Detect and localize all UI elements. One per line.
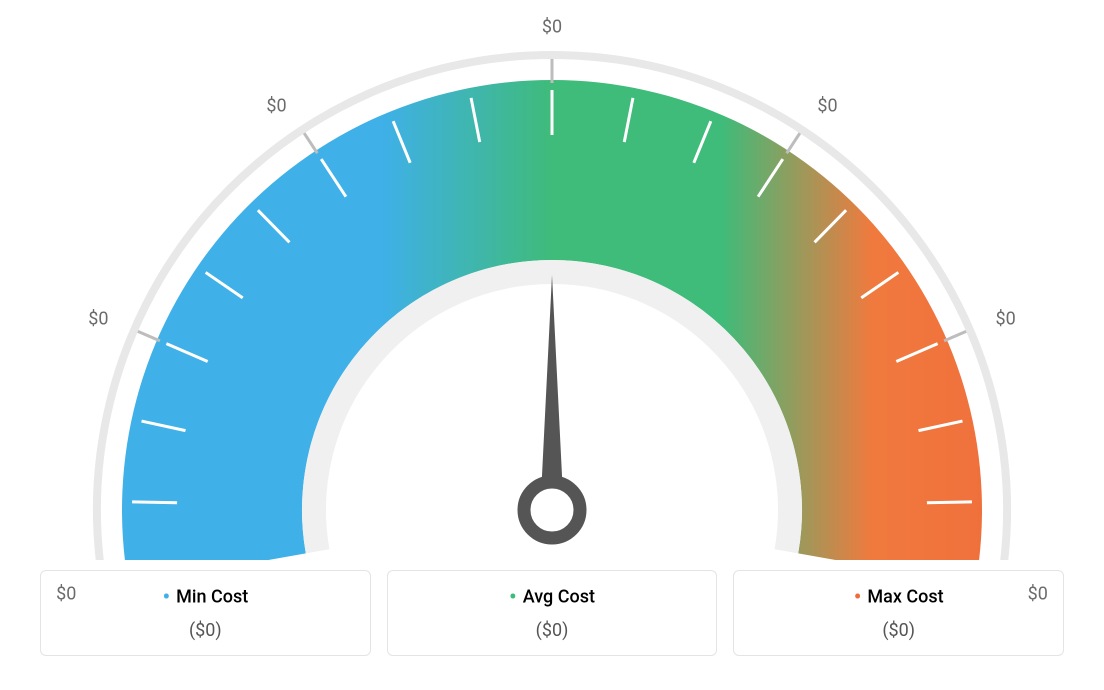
legend-card-min: • Min Cost ($0): [40, 570, 371, 656]
bullet-icon: •: [854, 585, 862, 610]
bullet-icon: •: [509, 585, 517, 610]
legend-value-max: ($0): [744, 620, 1053, 641]
gauge-chart: $0$0$0$0$0$0$0: [0, 0, 1104, 560]
gauge-tick-label: $0: [266, 96, 286, 117]
legend-row: • Min Cost ($0) • Avg Cost ($0) •Max Cost …: [40, 570, 1064, 656]
bullet-icon: •: [162, 585, 170, 610]
legend-card-max: •Max Cost ($0): [733, 570, 1064, 656]
legend-title-min: • Min Cost: [51, 585, 360, 610]
legend-label: Min Cost: [176, 586, 248, 607]
legend-title-avg: • Avg Cost: [398, 585, 707, 610]
legend-title-max: •Max Cost: [744, 585, 1053, 610]
legend-label: Max Cost: [867, 586, 943, 607]
gauge-tick-label: $0: [995, 308, 1015, 329]
legend-value-avg: ($0): [398, 620, 707, 641]
gauge-svg: [52, 10, 1052, 560]
gauge-tick-label: $0: [817, 96, 837, 117]
gauge-tick-label: $0: [542, 17, 562, 38]
legend-label: Avg Cost: [523, 586, 595, 607]
legend-value-min: ($0): [51, 620, 360, 641]
gauge-tick-label: $0: [88, 308, 108, 329]
legend-card-avg: • Avg Cost ($0): [387, 570, 718, 656]
